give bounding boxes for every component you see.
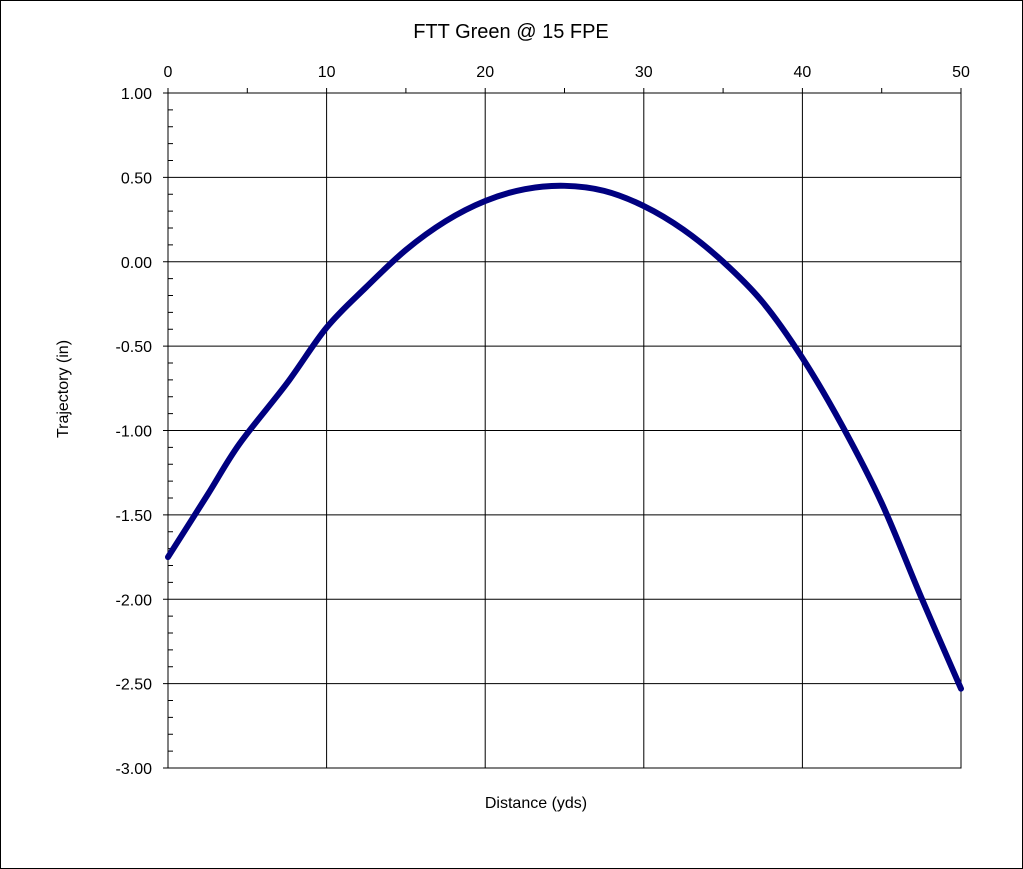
y-tick-label: -3.00: [116, 761, 153, 778]
tick-label-layer: 0 10 20 30 40 50 1.00 0.50 0.00 -0.50 -1.00 -1.50 -2…: [116, 64, 970, 778]
trajectory-line: [165, 182, 964, 692]
chart-title: FTT Green @ 15 FPE: [413, 21, 609, 43]
series-layer: [165, 182, 964, 692]
x-tick-label: 10: [318, 64, 336, 81]
x-tick-label: 20: [476, 64, 494, 81]
y-tick-label: -2.50: [116, 677, 153, 694]
y-tick-label: 0.00: [121, 255, 152, 272]
x-tick-label: 40: [794, 64, 812, 81]
x-tick-label: 30: [635, 64, 653, 81]
y-tick-label: 0.50: [121, 170, 152, 187]
y-tick-label: -2.00: [116, 592, 153, 609]
x-tick-label: 50: [952, 64, 970, 81]
y-axis-label: Trajectory (in): [55, 340, 72, 438]
tick-layer: [163, 88, 962, 769]
y-tick-label: -1.00: [116, 424, 153, 441]
y-tick-label: -0.50: [116, 339, 153, 356]
x-tick-label: 0: [164, 64, 173, 81]
grid-layer: [167, 92, 962, 769]
x-axis-label: Distance (yds): [485, 795, 587, 812]
y-tick-label: -1.50: [116, 508, 153, 525]
y-tick-label: 1.00: [121, 86, 152, 103]
